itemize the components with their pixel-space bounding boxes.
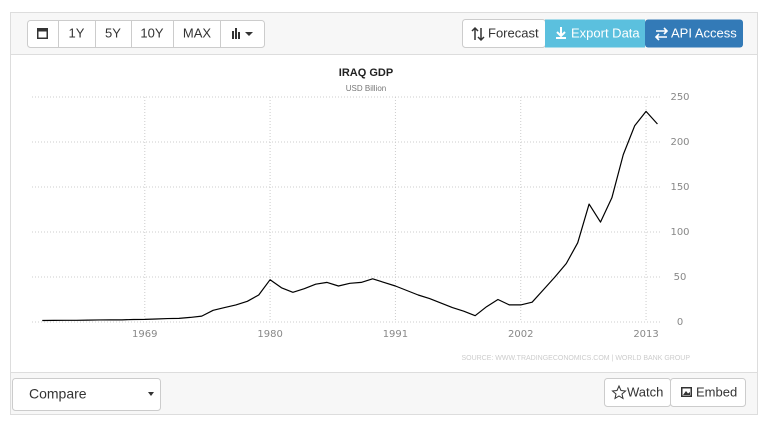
select-label: Compare	[29, 386, 87, 402]
button-label: Embed	[696, 384, 737, 399]
exchange-icon	[654, 27, 669, 41]
star-icon	[611, 384, 627, 400]
chart-type-button[interactable]	[232, 28, 253, 39]
calendar-icon-face	[38, 31, 47, 38]
sort-icon	[471, 26, 485, 42]
range-button[interactable]: 5Y	[105, 25, 121, 40]
button-label: API Access	[671, 25, 737, 40]
calendar-button[interactable]	[37, 28, 48, 39]
button-label: Forecast	[488, 25, 539, 40]
chart-subtitle: USD Billion	[346, 84, 386, 93]
forecast-button[interactable]: Forecast	[462, 19, 546, 48]
source-note: SOURCE: WWW.TRADINGECONOMICS.COM | WORLD…	[461, 355, 690, 362]
compare-select[interactable]: Compare	[12, 378, 161, 411]
y-tick-label: 200	[670, 137, 689, 148]
export-button[interactable]: Export Data	[545, 19, 645, 48]
api-button[interactable]: API Access	[645, 19, 743, 48]
embed-button[interactable]: Embed	[670, 378, 746, 407]
button-label: Watch	[627, 384, 663, 399]
caret	[148, 392, 154, 396]
icon-bar	[232, 31, 234, 39]
x-tick-label: 2013	[633, 329, 658, 340]
x-tick-label: 1991	[383, 329, 408, 340]
button-bg	[645, 19, 743, 48]
button-bg	[670, 378, 746, 407]
range-group: 1Y 5Y 10Y MAX	[27, 20, 265, 48]
image-icon-mountain	[683, 391, 690, 395]
group-border	[27, 20, 265, 48]
x-tick-label: 1980	[257, 329, 282, 340]
button-label: Export Data	[571, 25, 640, 40]
range-button[interactable]: MAX	[183, 25, 212, 40]
x-tick-label: 2002	[508, 329, 533, 340]
data-line	[42, 110, 658, 322]
y-tick-label: 50	[674, 272, 687, 283]
watch-button[interactable]: Watch	[604, 378, 671, 407]
x-tick-label: 1969	[132, 329, 157, 340]
y-tick-label: 100	[670, 227, 689, 238]
select-bg	[12, 378, 161, 411]
range-button[interactable]: 1Y	[69, 25, 85, 40]
range-button[interactable]: 10Y	[140, 25, 163, 40]
y-tick-label: 250	[670, 92, 689, 103]
download-icon	[556, 27, 566, 39]
plot: 0 50 100 150 200 250 1969 1980 1991 2002 2013	[32, 92, 690, 340]
icon-bar	[238, 32, 240, 39]
y-tick-label: 0	[677, 317, 683, 328]
chart-title: IRAQ GDP	[339, 67, 393, 79]
y-tick-label: 150	[670, 182, 689, 193]
frame	[10, 12, 758, 415]
icon-bar	[235, 28, 237, 39]
caret	[245, 32, 253, 36]
